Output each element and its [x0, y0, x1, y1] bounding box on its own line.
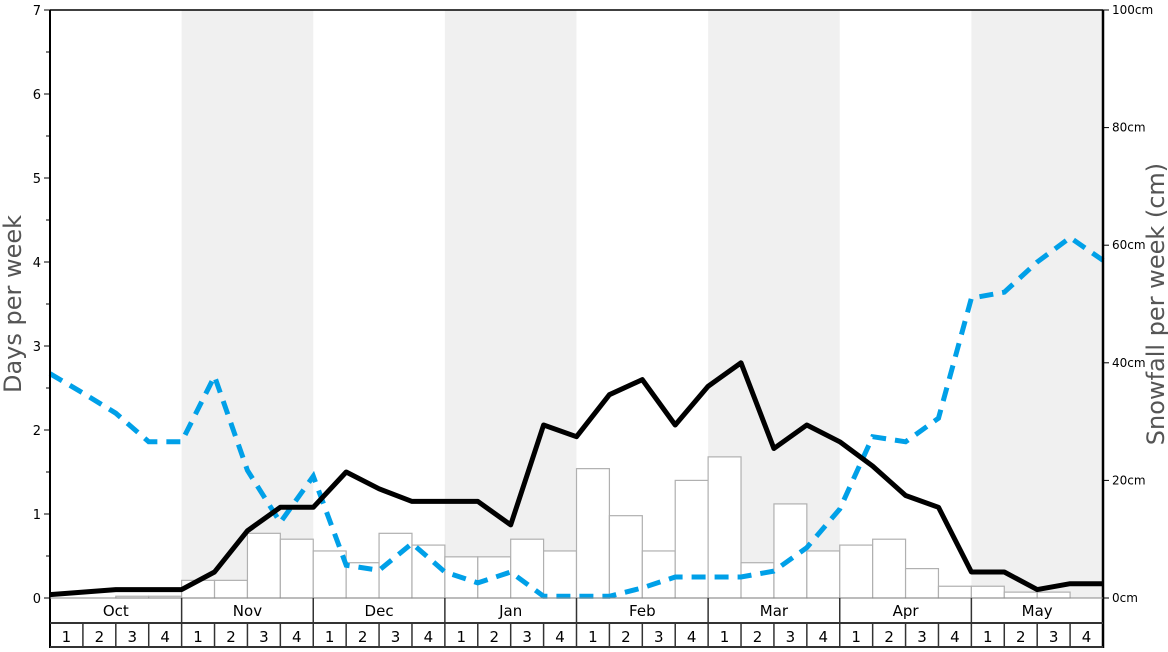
left-tick-label: 0: [33, 592, 41, 607]
week-label: 2: [621, 628, 631, 646]
right-tick-label: 20cm: [1112, 473, 1146, 487]
week-label: 3: [654, 628, 664, 646]
left-tick-label: 6: [33, 88, 41, 103]
month-label-apr: Apr: [893, 602, 920, 620]
week-label: 1: [325, 628, 335, 646]
left-tick-label: 5: [33, 172, 41, 187]
snowfall-bar: [542, 550, 578, 599]
week-label: 1: [851, 628, 861, 646]
left-tick-label: 7: [33, 4, 41, 19]
week-label: 3: [522, 628, 532, 646]
week-label: 2: [95, 628, 105, 646]
week-label: 3: [391, 628, 401, 646]
snowfall-bar: [1036, 591, 1071, 599]
snowfall-bar: [1003, 591, 1038, 599]
week-label: 4: [424, 628, 434, 646]
week-label: 1: [720, 628, 730, 646]
left-axis-label: Days per week: [0, 215, 27, 393]
week-label: 4: [160, 628, 170, 646]
month-label-may: May: [1022, 602, 1053, 620]
week-label: 2: [1016, 628, 1026, 646]
snowfall-bar: [246, 532, 281, 599]
snowfall-bar: [608, 515, 643, 599]
left-tick-label: 3: [33, 340, 41, 355]
week-label: 4: [950, 628, 960, 646]
right-tick-label: 60cm: [1112, 238, 1146, 252]
week-label: 2: [358, 628, 368, 646]
snowfall-bar: [970, 585, 1005, 599]
month-band-jan: [444, 10, 577, 598]
month-label-dec: Dec: [365, 602, 394, 620]
snowfall-bar: [839, 544, 874, 599]
month-band-may: [971, 10, 1103, 598]
snowfall-bar: [806, 550, 841, 599]
month-label-nov: Nov: [233, 602, 262, 620]
snowfall-bar: [477, 556, 512, 599]
snowfall-bar: [707, 456, 742, 599]
week-label: 1: [983, 628, 993, 646]
week-label: 4: [292, 628, 302, 646]
snowfall-bar: [641, 550, 676, 599]
week-label: 4: [819, 628, 829, 646]
right-tick-label: 0cm: [1112, 591, 1138, 605]
left-tick-label: 1: [33, 508, 41, 523]
blue-dashed-line: [48, 234, 1105, 599]
month-label-feb: Feb: [629, 602, 656, 620]
snowfall-bar: [575, 468, 611, 599]
week-label: 4: [1082, 628, 1092, 646]
month-label-mar: Mar: [760, 602, 789, 620]
snowfall-bar: [937, 585, 972, 599]
snowfall-bar: [904, 567, 940, 599]
month-label-oct: Oct: [103, 602, 129, 620]
left-tick-label: 4: [33, 256, 41, 271]
week-label: 1: [193, 628, 203, 646]
month-label-jan: Jan: [498, 602, 522, 620]
week-label: 1: [62, 628, 72, 646]
week-label: 4: [555, 628, 565, 646]
week-label: 2: [753, 628, 763, 646]
week-label: 3: [786, 628, 796, 646]
week-label: 2: [226, 628, 236, 646]
snowfall-bar: [279, 538, 314, 599]
month-band-nov: [181, 10, 314, 598]
snowfall-bar: [674, 479, 709, 599]
left-tick-label: 2: [33, 424, 41, 439]
week-label: 4: [687, 628, 697, 646]
right-tick-label: 100cm: [1112, 3, 1153, 17]
right-tick-label: 40cm: [1112, 356, 1146, 370]
snowfall-bar: [740, 562, 775, 599]
snowfall-bar: [872, 538, 907, 599]
snowfall-bar: [213, 579, 249, 599]
week-label: 3: [917, 628, 927, 646]
black-line: [49, 360, 1103, 598]
right-axis-label: Snowfall per week (cm): [1142, 163, 1168, 445]
right-tick-label: 80cm: [1112, 121, 1146, 135]
week-label: 3: [1049, 628, 1059, 646]
snowfall-bar: [510, 538, 545, 599]
snowfall-bar: [411, 544, 446, 599]
week-label: 1: [588, 628, 598, 646]
week-label: 2: [489, 628, 499, 646]
week-label: 3: [127, 628, 137, 646]
week-label: 3: [259, 628, 269, 646]
week-label: 2: [884, 628, 894, 646]
week-label: 1: [457, 628, 467, 646]
